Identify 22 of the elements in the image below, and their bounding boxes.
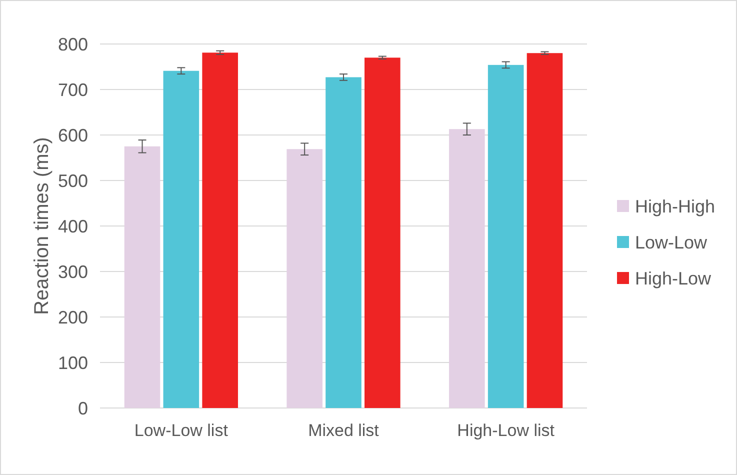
bar: [326, 77, 362, 408]
y-tick-label: 600: [58, 125, 88, 146]
bar: [163, 70, 200, 408]
x-tick-label: Low-Low list: [134, 421, 228, 440]
y-tick-label: 300: [58, 262, 88, 282]
y-tick-label: 700: [58, 80, 88, 100]
legend-label: Low-Low: [635, 232, 708, 252]
y-tick-label: 500: [58, 170, 88, 191]
y-tick-label: 200: [58, 307, 88, 328]
y-axis-title: Reaction times (ms): [31, 137, 53, 315]
legend-label: High-Low: [635, 268, 712, 288]
bar: [488, 64, 524, 408]
bar: [364, 58, 400, 408]
bar: [202, 52, 238, 408]
y-tick-label: 400: [58, 216, 88, 236]
y-tick-label: 0: [78, 398, 88, 418]
y-tick-label: 100: [58, 352, 88, 373]
x-tick-label: Mixed list: [308, 421, 380, 440]
bar: [526, 53, 563, 408]
legend-label: High-High: [635, 196, 716, 216]
y-tick-label: 800: [58, 34, 88, 54]
x-tick-label: High-Low list: [457, 421, 555, 440]
